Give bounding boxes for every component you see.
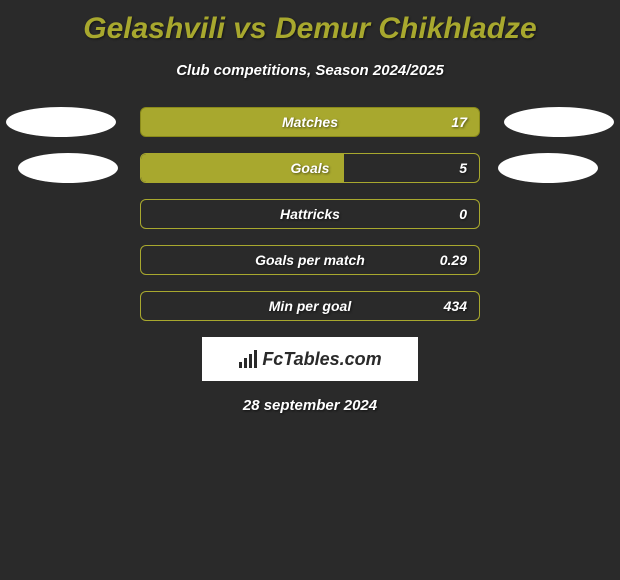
player-right-ellipse-2 xyxy=(498,153,598,183)
player-left-ellipse-1 xyxy=(6,107,116,137)
stat-label: Min per goal xyxy=(269,298,351,314)
date-text: 28 september 2024 xyxy=(0,397,620,414)
stat-label: Goals per match xyxy=(255,252,365,268)
player-left-ellipse-2 xyxy=(18,153,118,183)
stat-value: 0.29 xyxy=(440,252,467,268)
stat-bar-matches: Matches 17 xyxy=(140,107,480,137)
logo-label: FcTables.com xyxy=(262,349,381,370)
logo-text: FcTables.com xyxy=(238,349,381,370)
stat-bar-min-per-goal: Min per goal 434 xyxy=(140,291,480,321)
stat-value: 434 xyxy=(444,298,467,314)
stat-value: 5 xyxy=(459,160,467,176)
stat-value: 0 xyxy=(459,206,467,222)
season-subtitle: Club competitions, Season 2024/2025 xyxy=(0,62,620,79)
stat-bar-hattricks: Hattricks 0 xyxy=(140,199,480,229)
stat-label: Goals xyxy=(291,160,330,176)
stats-area: Matches 17 Goals 5 Hattricks 0 Goals per… xyxy=(0,107,620,321)
comparison-title: Gelashvili vs Demur Chikhladze xyxy=(0,0,620,46)
stat-label: Hattricks xyxy=(280,206,340,222)
stat-bar-goals-per-match: Goals per match 0.29 xyxy=(140,245,480,275)
stat-label: Matches xyxy=(282,114,338,130)
chart-icon xyxy=(238,350,258,368)
stat-value: 17 xyxy=(451,114,467,130)
stat-bars: Matches 17 Goals 5 Hattricks 0 Goals per… xyxy=(140,107,480,321)
player-right-ellipse-1 xyxy=(504,107,614,137)
logo-box: FcTables.com xyxy=(202,337,418,381)
stat-bar-goals: Goals 5 xyxy=(140,153,480,183)
